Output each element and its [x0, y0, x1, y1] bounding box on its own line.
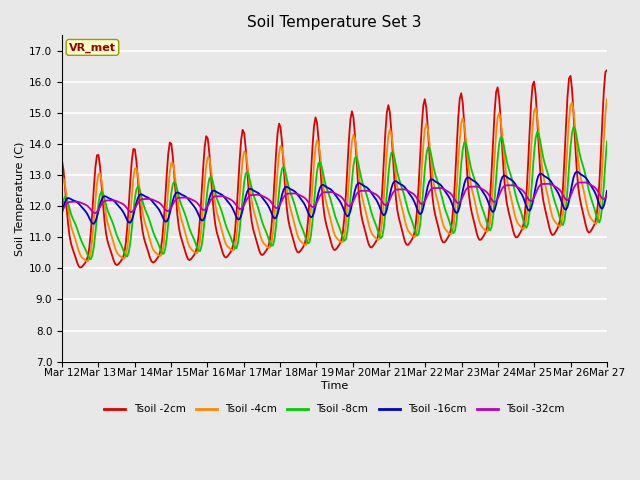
Tsoil -2cm	[298, 246, 306, 252]
Tsoil -2cm	[76, 264, 84, 270]
X-axis label: Time: Time	[321, 381, 348, 391]
Tsoil -8cm	[603, 139, 611, 144]
Tsoil -4cm	[250, 206, 257, 212]
Title: Soil Temperature Set 3: Soil Temperature Set 3	[247, 15, 422, 30]
Tsoil -32cm	[250, 192, 257, 198]
Tsoil -8cm	[222, 223, 230, 228]
Line: Tsoil -2cm: Tsoil -2cm	[62, 70, 607, 267]
Tsoil -16cm	[241, 200, 248, 206]
Tsoil -16cm	[576, 170, 584, 176]
Tsoil -8cm	[127, 240, 134, 245]
Tsoil -16cm	[298, 197, 306, 203]
Tsoil -2cm	[222, 255, 230, 261]
Tsoil -32cm	[127, 209, 134, 215]
Line: Tsoil -16cm: Tsoil -16cm	[62, 172, 607, 224]
Tsoil -8cm	[87, 256, 95, 262]
Tsoil -4cm	[298, 240, 306, 245]
Tsoil -4cm	[603, 96, 611, 102]
Text: VR_met: VR_met	[69, 42, 116, 52]
Tsoil -2cm	[250, 227, 257, 232]
Tsoil -2cm	[241, 130, 248, 136]
Tsoil -16cm	[222, 196, 230, 202]
Tsoil -16cm	[250, 188, 257, 193]
Tsoil -32cm	[298, 193, 306, 199]
Legend: Tsoil -2cm, Tsoil -4cm, Tsoil -8cm, Tsoil -16cm, Tsoil -32cm: Tsoil -2cm, Tsoil -4cm, Tsoil -8cm, Tsoi…	[100, 400, 569, 419]
Tsoil -4cm	[241, 149, 248, 155]
Tsoil -8cm	[570, 124, 577, 130]
Tsoil -4cm	[58, 177, 66, 183]
Y-axis label: Soil Temperature (C): Soil Temperature (C)	[15, 141, 25, 256]
Tsoil -4cm	[84, 259, 92, 264]
Tsoil -8cm	[241, 180, 248, 185]
Tsoil -2cm	[603, 67, 611, 73]
Tsoil -32cm	[92, 210, 99, 216]
Tsoil -32cm	[222, 194, 230, 200]
Tsoil -16cm	[603, 188, 611, 194]
Tsoil -8cm	[250, 192, 257, 197]
Tsoil -16cm	[573, 169, 580, 175]
Tsoil -32cm	[603, 192, 611, 198]
Tsoil -2cm	[127, 178, 134, 184]
Tsoil -32cm	[58, 208, 66, 214]
Tsoil -2cm	[58, 158, 66, 164]
Tsoil -8cm	[298, 225, 306, 230]
Tsoil -2cm	[574, 183, 582, 189]
Line: Tsoil -32cm: Tsoil -32cm	[62, 182, 607, 213]
Tsoil -32cm	[580, 180, 588, 185]
Line: Tsoil -4cm: Tsoil -4cm	[62, 99, 607, 262]
Tsoil -16cm	[90, 221, 98, 227]
Tsoil -16cm	[127, 220, 134, 226]
Tsoil -8cm	[576, 151, 584, 156]
Tsoil -4cm	[127, 212, 134, 218]
Tsoil -4cm	[574, 157, 582, 163]
Tsoil -16cm	[58, 210, 66, 216]
Tsoil -32cm	[241, 202, 248, 207]
Tsoil -4cm	[222, 241, 230, 247]
Tsoil -32cm	[574, 180, 582, 186]
Tsoil -8cm	[58, 206, 66, 212]
Line: Tsoil -8cm: Tsoil -8cm	[62, 127, 607, 259]
